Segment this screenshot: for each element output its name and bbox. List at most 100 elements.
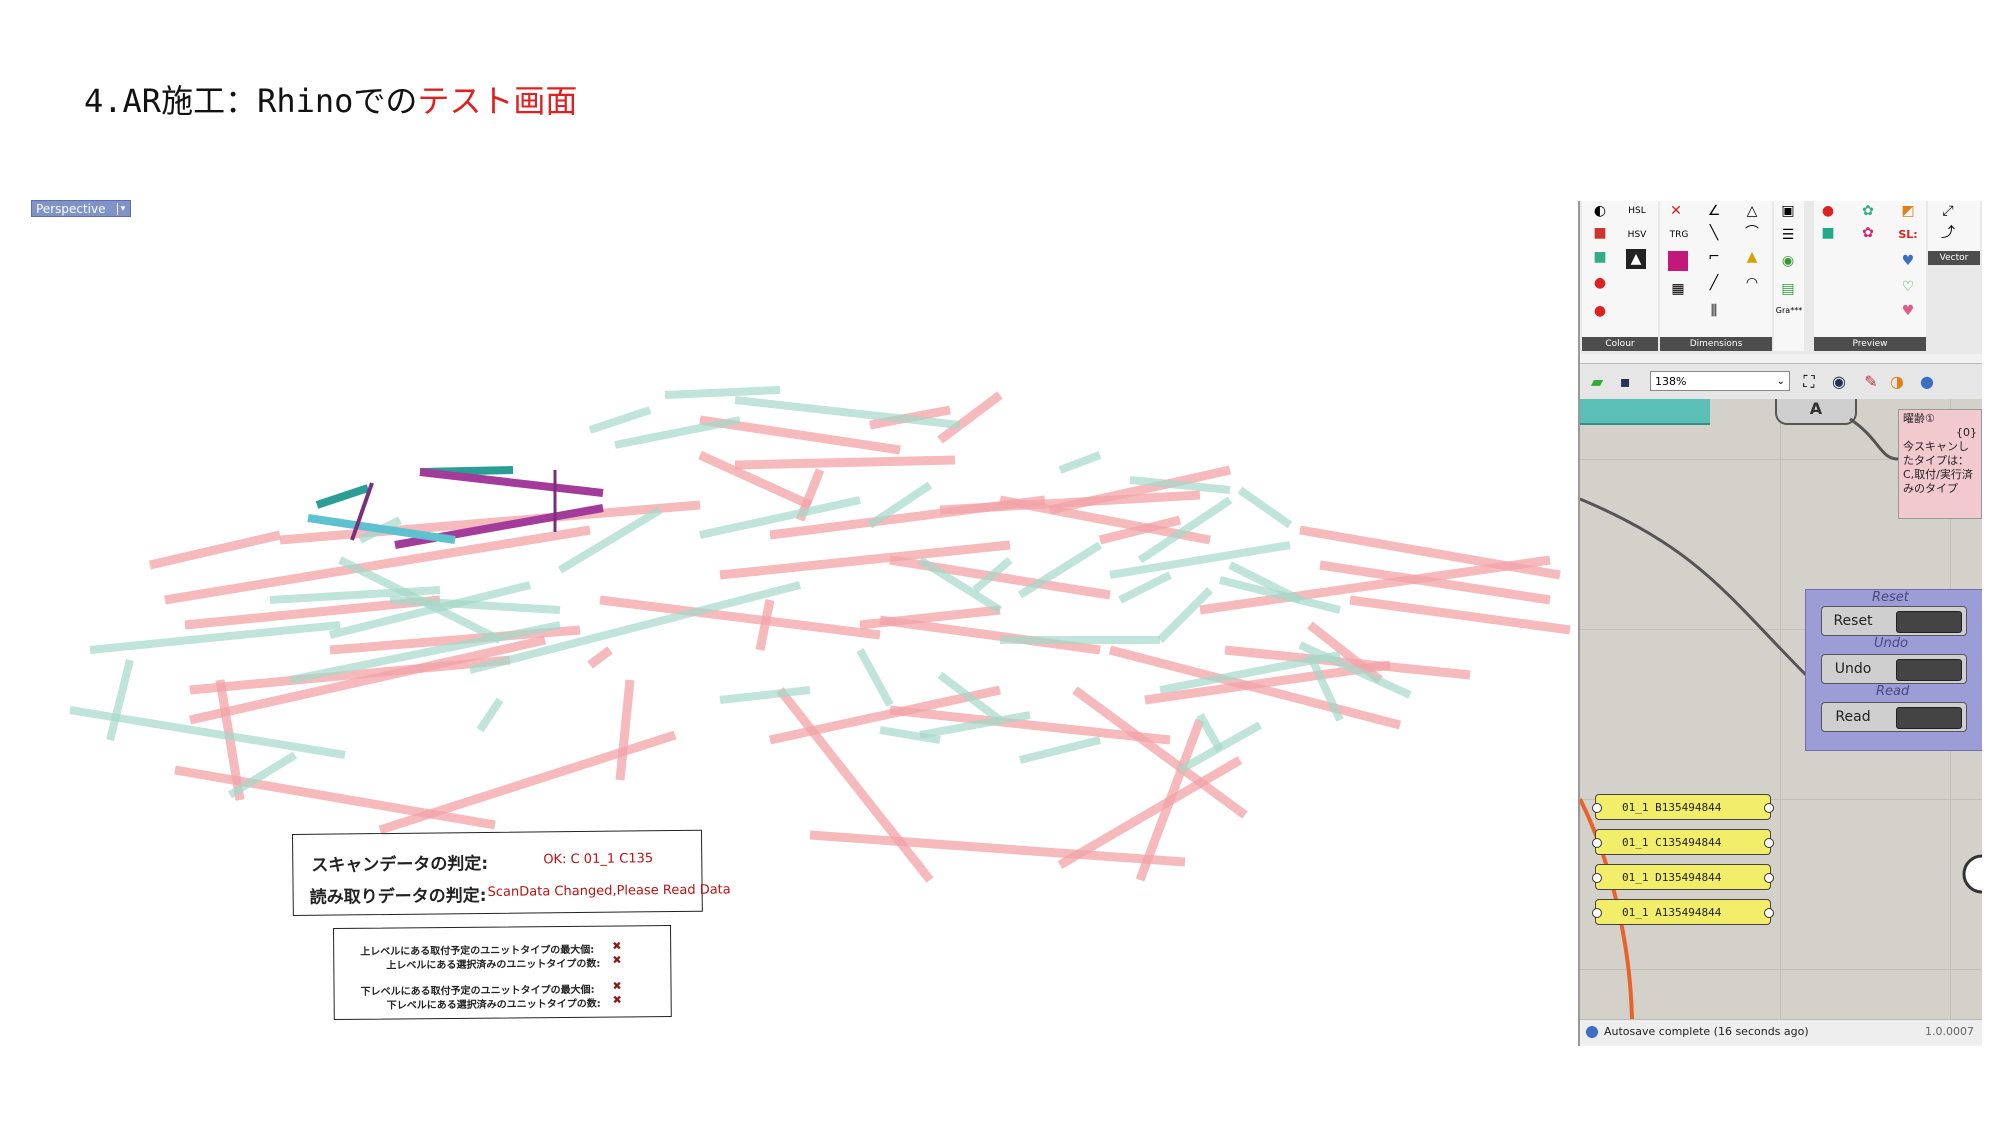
reset-button[interactable]: Reset bbox=[1821, 606, 1967, 636]
colour-cube-icon[interactable]: ■ bbox=[1593, 249, 1607, 265]
grid-line bbox=[1780, 399, 1781, 1019]
colour-wheel-icon[interactable]: ◐ bbox=[1593, 203, 1607, 219]
heart-pink-icon[interactable]: ♥ bbox=[1901, 303, 1915, 319]
grid-line bbox=[1580, 459, 1982, 460]
scan-id-panel[interactable]: 01_1 B135494844 bbox=[1592, 794, 1774, 820]
angle-icon[interactable]: ∠ bbox=[1707, 203, 1721, 219]
sketch-pen-icon[interactable]: ✎ bbox=[1864, 372, 1878, 391]
viewport-label[interactable]: Perspective ▾ bbox=[31, 200, 131, 217]
beam-green bbox=[1137, 496, 1233, 564]
button-group[interactable]: Reset Reset Undo Undo Read Read bbox=[1805, 589, 1982, 751]
preview-eye-icon[interactable]: ◉ bbox=[1832, 372, 1846, 391]
hatch-icon[interactable]: ▦ bbox=[1671, 281, 1685, 297]
output-port[interactable] bbox=[1764, 803, 1774, 813]
teal-component[interactable] bbox=[1580, 399, 1710, 425]
viewport-label-text: Perspective bbox=[36, 202, 106, 216]
output-port[interactable] bbox=[1764, 873, 1774, 883]
beam-pink bbox=[1135, 718, 1205, 882]
render-sphere-icon[interactable]: ● bbox=[1920, 372, 1934, 391]
zoom-extents-icon[interactable]: ⛶ bbox=[1803, 372, 1815, 391]
spectrum-icon[interactable]: ▲ bbox=[1626, 249, 1646, 269]
input-port[interactable] bbox=[1592, 838, 1602, 848]
beam-pink bbox=[615, 679, 635, 781]
vector-xy-icon[interactable]: ⤢ bbox=[1942, 203, 1954, 219]
open-file-icon[interactable]: ▰ bbox=[1590, 372, 1604, 391]
input-port[interactable] bbox=[1592, 803, 1602, 813]
note-index: {0} bbox=[1956, 426, 1977, 439]
vector-arrow-icon[interactable]: ⤴ bbox=[1941, 225, 1955, 241]
solid-fill-icon[interactable] bbox=[1668, 251, 1688, 271]
beam-green bbox=[329, 581, 531, 639]
beam-green bbox=[89, 621, 341, 654]
preview-shaded-icon[interactable]: ■ bbox=[1821, 225, 1835, 241]
note-panel[interactable]: 曜齢① {0} 今スキャンしたタイプは：C,取付/実行済みのタイプ bbox=[1898, 409, 1982, 519]
note-title: 曜齢① bbox=[1903, 412, 1935, 425]
colour-sphere-icon[interactable]: ● bbox=[1593, 303, 1607, 319]
output-port[interactable] bbox=[1764, 838, 1774, 848]
scan-id-panel[interactable]: 01_1 A135494844 bbox=[1592, 899, 1774, 925]
arc-dim-icon[interactable]: ◠ bbox=[1745, 275, 1759, 291]
globe-icon[interactable]: ◉ bbox=[1781, 253, 1795, 269]
preview-flower-icon[interactable]: ✿ bbox=[1862, 225, 1874, 241]
read-judge-value: ScanData Changed,Please Read Data bbox=[487, 882, 731, 900]
shaded-preview-icon[interactable]: ◑ bbox=[1890, 372, 1904, 391]
button-knob[interactable] bbox=[1896, 611, 1962, 633]
beam-pink bbox=[1199, 555, 1551, 615]
preview-blobs-icon[interactable]: ✿ bbox=[1862, 203, 1874, 219]
point-icon[interactable]: ✕ bbox=[1670, 203, 1682, 219]
beam-pink bbox=[809, 830, 1186, 867]
title-highlight: テスト画面 bbox=[417, 82, 578, 120]
group-title-read: Read bbox=[1876, 684, 1910, 699]
cluster-component-a[interactable]: A bbox=[1775, 399, 1857, 425]
component-ribbon: ◐ ■ ■ ● ● HSL HSV ▲ Colour ✕ TRG ▦ ∠ ╲ ⌐… bbox=[1580, 201, 1982, 354]
level-row: 下レベルにある選択済みのユニットタイプの数: bbox=[386, 998, 601, 1012]
rhino-viewport-scene[interactable] bbox=[0, 0, 1575, 1126]
heart-blue-icon[interactable]: ♥ bbox=[1901, 253, 1915, 269]
warning-triangle-icon[interactable]: ▲ bbox=[1746, 249, 1758, 265]
wire bbox=[1849, 417, 1899, 461]
beam-pink bbox=[1299, 525, 1561, 580]
linear-dim-icon[interactable]: ╱ bbox=[1709, 275, 1719, 291]
polygon-icon[interactable]: △ bbox=[1746, 203, 1758, 219]
hsl-icon[interactable]: HSL bbox=[1628, 206, 1646, 216]
trg-icon[interactable]: TRG bbox=[1669, 230, 1689, 240]
list-icon[interactable]: ☰ bbox=[1781, 227, 1795, 243]
output-port[interactable] bbox=[1764, 908, 1774, 918]
zoom-select[interactable]: 138% ⌄ bbox=[1650, 371, 1790, 391]
button-knob[interactable] bbox=[1896, 707, 1962, 729]
read-button[interactable]: Read bbox=[1821, 702, 1967, 732]
grasshopper-canvas[interactable]: A 曜齢① {0} 今スキャンしたタイプは：C,取付/実行済みのタイプ 01_1… bbox=[1580, 399, 1982, 1019]
curve-dim-icon[interactable]: ⌒ bbox=[1745, 225, 1759, 241]
beam-green bbox=[879, 726, 941, 744]
hsv-icon[interactable]: HSV bbox=[1627, 230, 1647, 240]
beam-pink bbox=[937, 391, 1003, 444]
colour-sphere-icon[interactable]: ● bbox=[1593, 275, 1607, 291]
input-port[interactable] bbox=[1592, 908, 1602, 918]
heart-green-icon[interactable]: ♡ bbox=[1901, 279, 1915, 295]
colour-swatch-icon[interactable]: ■ bbox=[1593, 225, 1607, 241]
input-port[interactable] bbox=[1592, 873, 1602, 883]
beam-green bbox=[588, 406, 652, 434]
serial-dim-icon[interactable]: ⫼ bbox=[1710, 303, 1718, 319]
beam-green bbox=[557, 506, 663, 574]
status-x-icon: ✖ bbox=[612, 939, 622, 953]
beam-pink bbox=[889, 705, 1171, 745]
undo-button-label: Undo bbox=[1834, 661, 1872, 677]
save-file-icon[interactable]: ▪ bbox=[1619, 372, 1631, 391]
beam-pink bbox=[189, 635, 546, 725]
scan-id-panel[interactable]: 01_1 D135494844 bbox=[1592, 864, 1774, 890]
button-knob[interactable] bbox=[1896, 659, 1962, 681]
beam-green bbox=[1178, 721, 1262, 774]
ordinate-icon[interactable]: ⌐ bbox=[1708, 249, 1720, 265]
preview-sphere-icon[interactable]: ● bbox=[1821, 203, 1835, 219]
line-dimension-icon[interactable]: ╲ bbox=[1709, 225, 1719, 241]
undo-button[interactable]: Undo bbox=[1821, 654, 1967, 684]
panel-icon[interactable]: ▣ bbox=[1781, 203, 1795, 219]
graph-icon[interactable]: ▤ bbox=[1781, 281, 1795, 297]
preview-gradient-icon[interactable]: ◩ bbox=[1901, 203, 1915, 219]
beam-green bbox=[937, 671, 1003, 724]
preview-sl-icon[interactable]: SL: bbox=[1898, 228, 1918, 241]
chevron-down-icon[interactable]: ▾ bbox=[117, 203, 128, 215]
group-title-undo: Undo bbox=[1874, 636, 1908, 651]
scan-id-panel[interactable]: 01_1 C135494844 bbox=[1592, 829, 1774, 855]
